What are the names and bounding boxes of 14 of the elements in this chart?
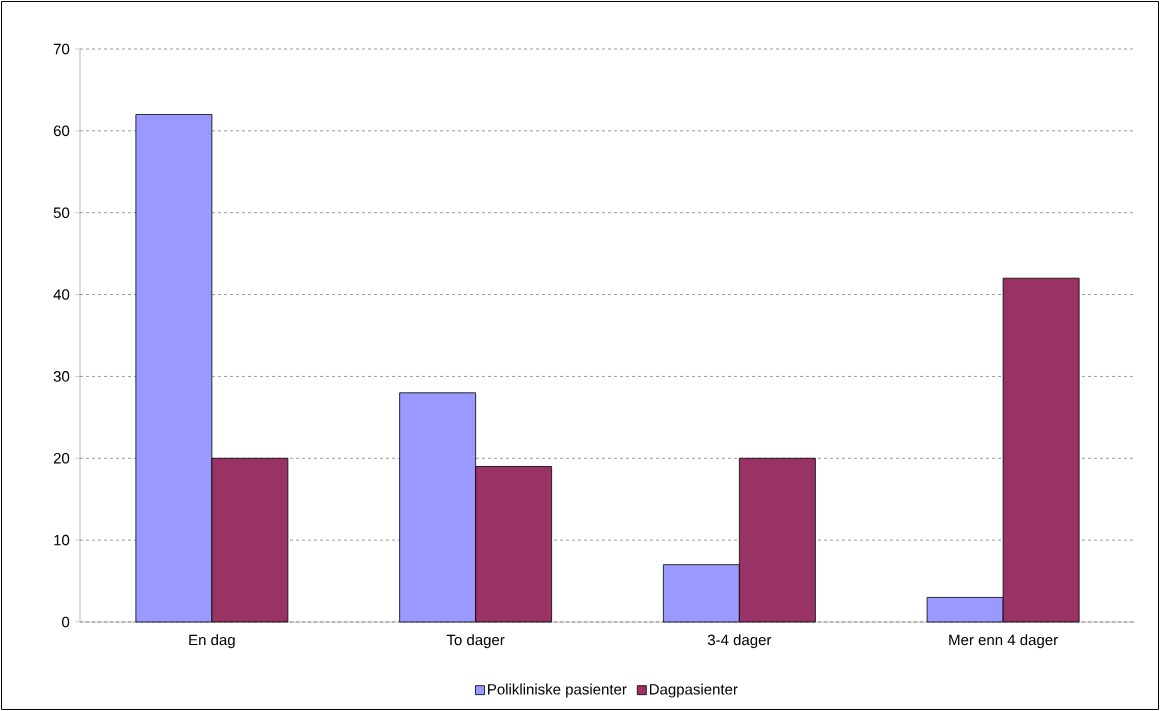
legend-label: Polikliniske pasienter: [488, 683, 627, 698]
x-tick-label: Mer enn 4 dager: [949, 634, 1058, 649]
y-tick-label: 70: [53, 43, 70, 55]
y-tick-label: 50: [53, 207, 70, 219]
x-tick-label: 3-4 dager: [707, 634, 772, 649]
y-tick-label: 40: [53, 289, 70, 300]
legend-label: Dagpasienter: [649, 683, 738, 698]
x-tick-label: To dager: [446, 634, 505, 649]
y-tick-label: 60: [53, 125, 70, 137]
y-tick-label: 30: [53, 371, 70, 382]
y-tick-label: 0: [62, 616, 70, 628]
y-tick-label: 20: [53, 452, 70, 464]
x-tick-label: En dag: [189, 634, 235, 649]
y-tick-label: 10: [54, 534, 70, 546]
